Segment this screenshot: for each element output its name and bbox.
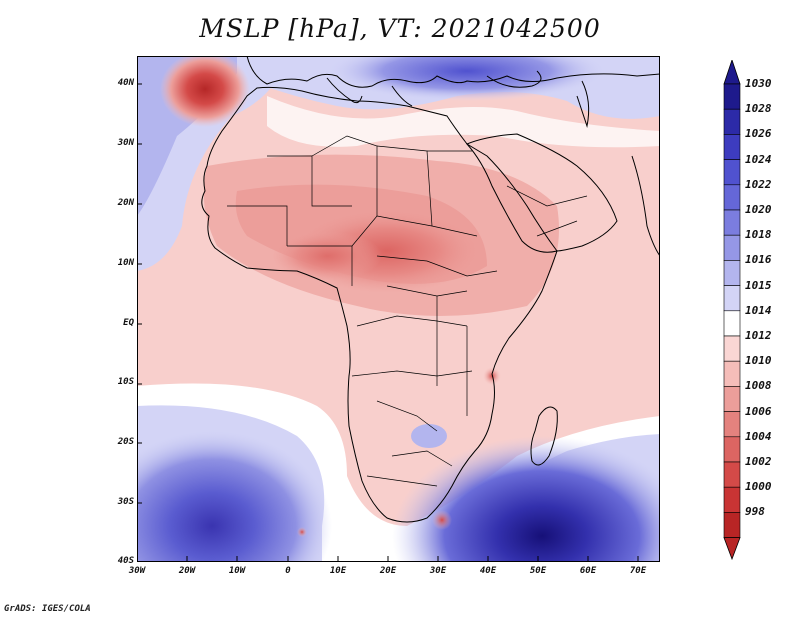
colorbar-swatch bbox=[723, 260, 741, 286]
lon-label-20e: 20E bbox=[379, 566, 397, 576]
colorbar-label: 1014 bbox=[745, 303, 772, 317]
high-southwest bbox=[137, 431, 332, 562]
colorbar-label: 1018 bbox=[745, 228, 772, 242]
high-southern-africa bbox=[411, 424, 447, 448]
colorbar-swatch bbox=[723, 159, 741, 186]
lat-label-30s: 30S bbox=[117, 497, 134, 507]
colorbar-label: 1022 bbox=[745, 177, 772, 191]
colorbar-label: 1026 bbox=[745, 127, 772, 141]
low-spot-south bbox=[432, 510, 452, 530]
colorbar-label: 1002 bbox=[745, 455, 772, 468]
colorbar-label: 1016 bbox=[745, 253, 772, 267]
lon-label-30e: 30E bbox=[429, 566, 447, 576]
europe-high bbox=[327, 56, 607, 101]
low-northwest-atlantic bbox=[160, 56, 250, 127]
colorbar-label: 1010 bbox=[745, 354, 772, 368]
colorbar-label: 1028 bbox=[745, 102, 772, 116]
lon-label-20w: 20W bbox=[178, 566, 196, 576]
lat-label-30n: 30N bbox=[117, 138, 134, 148]
colorbar-label: 1006 bbox=[745, 404, 772, 418]
lon-label-50e: 50E bbox=[529, 566, 547, 576]
lat-label-40n: 40N bbox=[117, 78, 134, 88]
colorbar-swatch bbox=[723, 310, 741, 337]
mediterranean-band bbox=[267, 96, 660, 148]
colorbar-swatch bbox=[723, 108, 741, 135]
colorbar-swatch bbox=[723, 512, 741, 538]
colorbar-label: 1024 bbox=[745, 152, 772, 166]
colorbar-swatch bbox=[723, 436, 741, 463]
coastlines bbox=[201, 56, 660, 523]
colorbar-swatch bbox=[723, 83, 741, 110]
lon-label-10e: 10E bbox=[329, 566, 347, 576]
map-panel bbox=[137, 56, 660, 562]
lat-label-eq: EQ bbox=[123, 318, 134, 328]
colorbar-label: 1004 bbox=[745, 429, 772, 443]
lat-label-10s: 10S bbox=[117, 377, 134, 387]
lon-label-70e: 70E bbox=[629, 566, 647, 576]
high-southeast bbox=[392, 436, 660, 562]
lon-label-40e: 40E bbox=[479, 566, 497, 576]
country-borders bbox=[227, 135, 588, 487]
lat-label-40s: 40S bbox=[117, 556, 134, 566]
colorbar-label: 1020 bbox=[745, 203, 772, 216]
colorbar-swatch bbox=[723, 184, 741, 211]
lon-label-60e: 60E bbox=[579, 566, 597, 576]
axis-ticks bbox=[137, 83, 639, 562]
lon-label-30w: 30W bbox=[128, 566, 146, 576]
lat-label-10n: 10N bbox=[117, 258, 134, 268]
colorbar-swatch bbox=[723, 285, 741, 312]
colorbar-label: 1000 bbox=[745, 480, 772, 494]
colorbar-swatch bbox=[723, 134, 741, 160]
colorbar-swatch bbox=[723, 386, 741, 412]
colorbar-swatch bbox=[723, 411, 741, 438]
lon-label-10w: 10W bbox=[228, 566, 246, 576]
colorbar-swatch bbox=[723, 234, 741, 261]
low-sahel-west bbox=[272, 231, 382, 281]
lon-label-0: 0 bbox=[285, 566, 291, 576]
colorbar-label: 1015 bbox=[745, 278, 772, 292]
colorbar-arrow-top bbox=[723, 60, 741, 85]
low-spot-southwest bbox=[297, 527, 307, 537]
colorbar-swatch bbox=[723, 209, 741, 236]
lat-label-20s: 20S bbox=[117, 437, 134, 447]
colorbar-swatch bbox=[723, 360, 741, 387]
low-spot-east bbox=[483, 367, 501, 385]
colorbar-swatch bbox=[723, 461, 741, 488]
colorbar-swatch bbox=[723, 335, 741, 362]
colorbar-label: 1030 bbox=[745, 77, 772, 90]
colorbar-label: 1012 bbox=[745, 329, 772, 342]
colorbar-swatch bbox=[723, 486, 741, 513]
lat-label-20n: 20N bbox=[117, 198, 134, 208]
colorbar-label: 1008 bbox=[745, 379, 772, 393]
chart-title: MSLP [hPa], VT: 2021042500 bbox=[199, 14, 601, 43]
credit-text: GrADS: IGES/COLA bbox=[4, 604, 91, 614]
colorbar bbox=[723, 60, 741, 560]
map-border bbox=[137, 56, 660, 562]
colorbar-label: 998 bbox=[745, 505, 765, 519]
colorbar-arrow-bottom bbox=[723, 537, 741, 560]
